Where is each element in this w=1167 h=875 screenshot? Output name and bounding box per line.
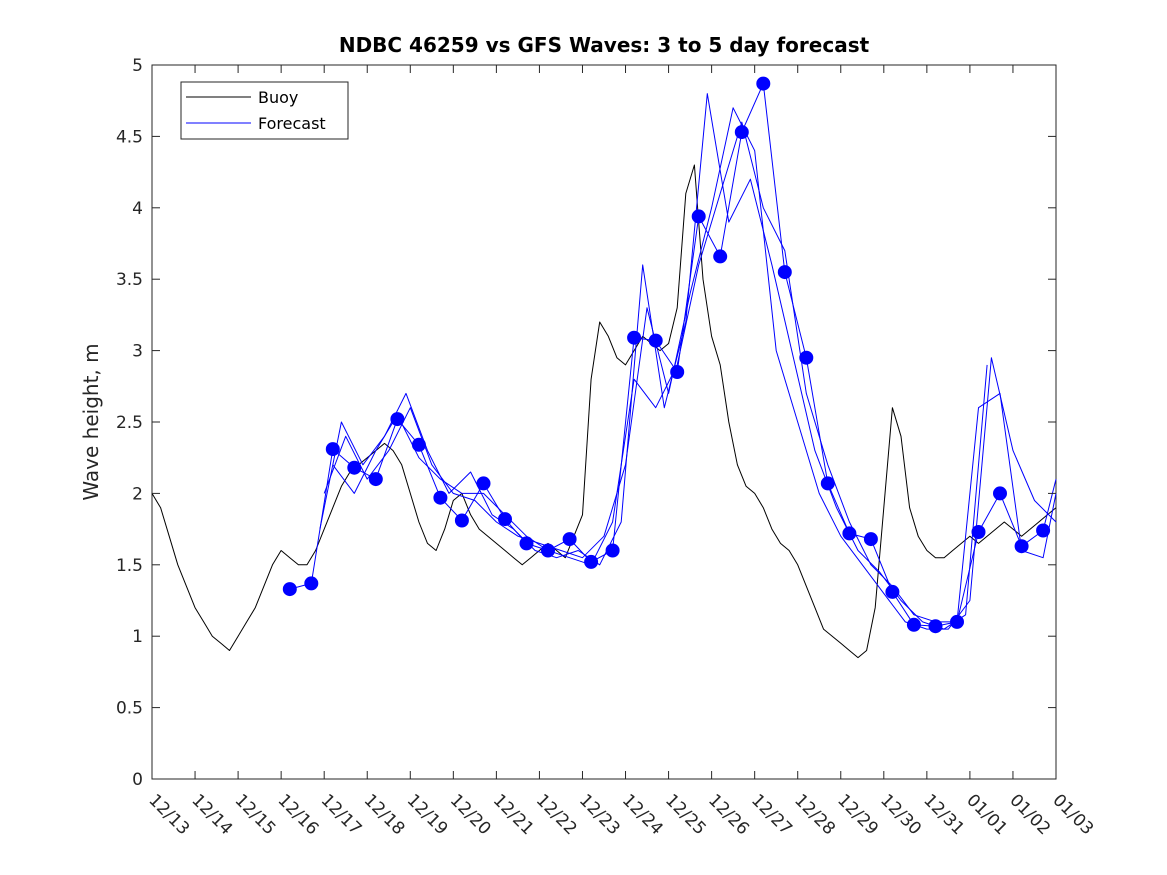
forecast-marker <box>584 554 599 569</box>
forecast-marker <box>605 543 620 558</box>
forecast-marker <box>347 460 362 475</box>
y-tick-label: 2.5 <box>116 413 143 433</box>
forecast-marker <box>820 476 835 491</box>
chart-title: NDBC 46259 vs GFS Waves: 3 to 5 day fore… <box>339 33 870 57</box>
legend-buoy-label: Buoy <box>258 88 298 107</box>
legend: Buoy Forecast <box>180 81 349 140</box>
forecast-marker <box>454 513 469 528</box>
forecast-marker <box>498 512 512 527</box>
forecast-marker <box>670 365 685 379</box>
buoy-line <box>151 164 1057 659</box>
forecast-marker <box>756 76 771 91</box>
forecast-marker <box>885 584 900 599</box>
forecast-marker <box>928 619 943 634</box>
marker-layer <box>282 76 1051 634</box>
y-tick-label: 4 <box>132 199 143 219</box>
forecast-marker <box>842 526 857 541</box>
y-tick-label: 1 <box>132 627 143 647</box>
forecast-marker <box>390 412 405 427</box>
forecast-marker <box>777 265 792 280</box>
forecast-line <box>332 121 1057 623</box>
plot-area <box>151 64 1057 780</box>
y-tick-label: 0 <box>132 770 143 790</box>
forecast-marker <box>1036 523 1051 538</box>
forecast-marker <box>368 472 383 487</box>
y-tick-label: 5 <box>132 56 143 76</box>
y-axis-label: Wave height, m <box>79 343 103 500</box>
forecast-marker <box>971 525 986 539</box>
forecast-marker <box>433 490 448 505</box>
forecast-marker <box>304 576 319 591</box>
y-tick-label: 3.5 <box>116 270 143 290</box>
forecast-marker <box>519 536 534 551</box>
forecast-marker <box>734 125 749 140</box>
forecast-marker <box>906 617 921 632</box>
legend-forecast-label: Forecast <box>258 114 326 133</box>
forecast-marker <box>541 543 555 558</box>
forecast-marker <box>799 350 814 365</box>
forecast-marker <box>713 249 728 264</box>
forecast-marker <box>1014 539 1029 554</box>
y-tick-label: 3 <box>132 342 143 362</box>
forecast-marker <box>950 614 964 629</box>
forecast-marker <box>993 486 1007 501</box>
forecast-marker <box>863 532 878 547</box>
y-tick-label: 1.5 <box>116 556 143 576</box>
forecast-marker <box>627 330 642 345</box>
y-tick-label: 4.5 <box>116 127 143 147</box>
forecast-marker <box>282 582 297 597</box>
forecast-marker <box>325 442 340 457</box>
forecast-marker <box>476 476 491 491</box>
forecast-marker <box>562 532 577 547</box>
forecast-marker <box>411 437 426 452</box>
forecast-marker <box>691 209 706 224</box>
y-tick-label: 0.5 <box>116 699 143 719</box>
legend-box <box>180 81 349 140</box>
forecast-marker <box>648 333 663 348</box>
y-tick-label: 2 <box>132 484 143 504</box>
